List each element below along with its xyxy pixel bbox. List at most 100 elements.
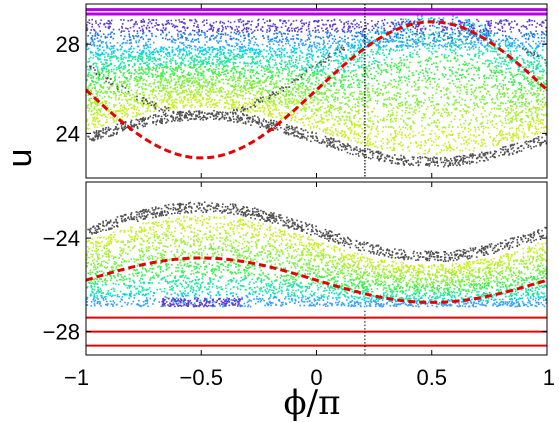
scatter-point xyxy=(242,104,245,106)
scatter-point xyxy=(391,86,394,89)
scatter-point xyxy=(482,95,484,97)
scatter-point xyxy=(113,104,115,106)
scatter-point xyxy=(139,79,141,82)
scatter-point xyxy=(302,91,305,94)
scatter-point xyxy=(116,110,119,113)
scatter-point xyxy=(227,96,229,98)
scatter-point xyxy=(461,55,463,57)
scatter-point xyxy=(486,37,488,39)
scatter-point xyxy=(256,104,258,107)
scatter-point xyxy=(453,107,456,110)
scatter-point xyxy=(102,69,104,72)
scatter-point xyxy=(364,71,367,73)
scatter-point xyxy=(169,68,171,70)
scatter-point xyxy=(227,93,229,95)
scatter-point xyxy=(506,92,509,94)
scatter-point xyxy=(486,122,489,125)
scatter-point xyxy=(92,62,95,65)
scatter-point xyxy=(492,144,495,147)
scatter-point xyxy=(391,137,394,139)
scatter-point xyxy=(295,56,298,58)
scatter-point xyxy=(189,79,192,82)
scatter-point xyxy=(305,79,308,82)
scatter-point xyxy=(391,109,393,112)
scatter-point xyxy=(204,81,206,84)
scatter-point xyxy=(212,62,214,64)
scatter-point xyxy=(220,53,222,55)
scatter-point xyxy=(369,97,371,100)
scatter-point xyxy=(208,62,210,65)
scatter-point xyxy=(534,106,536,109)
scatter-point xyxy=(93,105,96,108)
scatter-point xyxy=(236,70,238,73)
scatter-point xyxy=(500,85,503,88)
scatter-point xyxy=(114,55,117,57)
scatter-point xyxy=(265,96,267,98)
scatter-point xyxy=(393,118,396,120)
scatter-point xyxy=(363,52,365,55)
scatter-point xyxy=(480,101,482,104)
scatter-point xyxy=(492,40,495,42)
scatter-point xyxy=(235,100,238,103)
scatter-point xyxy=(274,59,276,61)
scatter-point xyxy=(114,64,116,67)
scatter-point xyxy=(273,102,275,105)
scatter-point xyxy=(428,43,430,46)
scatter-point xyxy=(254,62,257,64)
scatter-point xyxy=(486,47,488,50)
scatter-point xyxy=(208,49,210,51)
scatter-point xyxy=(495,122,497,125)
scatter-point xyxy=(243,74,245,77)
scatter-point xyxy=(530,108,532,110)
scatter-point xyxy=(239,80,241,82)
scatter-point xyxy=(268,48,271,51)
scatter-point xyxy=(319,49,322,51)
scatter-point xyxy=(265,102,267,104)
scatter-point xyxy=(528,129,530,131)
scatter-point xyxy=(280,117,282,120)
scatter-point xyxy=(524,98,527,101)
scatter-point xyxy=(247,56,250,58)
scatter-point xyxy=(420,144,422,146)
scatter-point xyxy=(159,82,162,84)
scatter-point xyxy=(367,126,369,128)
scatter-point xyxy=(99,86,102,88)
scatter-point xyxy=(324,54,326,56)
scatter-point xyxy=(524,120,527,123)
scatter-point xyxy=(465,91,467,94)
scatter-point xyxy=(231,90,234,92)
scatter-point xyxy=(513,96,515,98)
scatter-point xyxy=(108,71,111,73)
scatter-point xyxy=(392,114,394,116)
scatter-point xyxy=(112,81,115,83)
scatter-point xyxy=(263,100,265,103)
scatter-point xyxy=(201,72,204,75)
scatter-point xyxy=(138,109,140,112)
scatter-point xyxy=(361,64,363,67)
scatter-point xyxy=(321,117,324,120)
scatter-point xyxy=(146,110,149,112)
scatter-point xyxy=(267,115,270,117)
scatter-point xyxy=(120,56,122,59)
scatter-point xyxy=(114,96,117,99)
scatter-point xyxy=(369,31,371,33)
scatter-point xyxy=(475,118,477,120)
scatter-point xyxy=(407,44,409,46)
scatter-point xyxy=(399,29,401,32)
scatter-point xyxy=(532,65,535,68)
scatter-point xyxy=(156,98,159,100)
scatter-point xyxy=(529,81,531,84)
scatter-point xyxy=(253,86,256,88)
scatter-point xyxy=(250,84,252,86)
scatter-point xyxy=(417,73,420,75)
scatter-point xyxy=(499,107,502,110)
scatter-point xyxy=(288,59,290,62)
scatter-point xyxy=(261,101,264,104)
scatter-point xyxy=(509,100,512,103)
scatter-point xyxy=(341,75,344,77)
scatter-point xyxy=(509,134,511,136)
scatter-point xyxy=(539,122,542,124)
scatter-point xyxy=(367,134,370,136)
scatter-point xyxy=(519,54,521,57)
scatter-point xyxy=(522,137,525,139)
